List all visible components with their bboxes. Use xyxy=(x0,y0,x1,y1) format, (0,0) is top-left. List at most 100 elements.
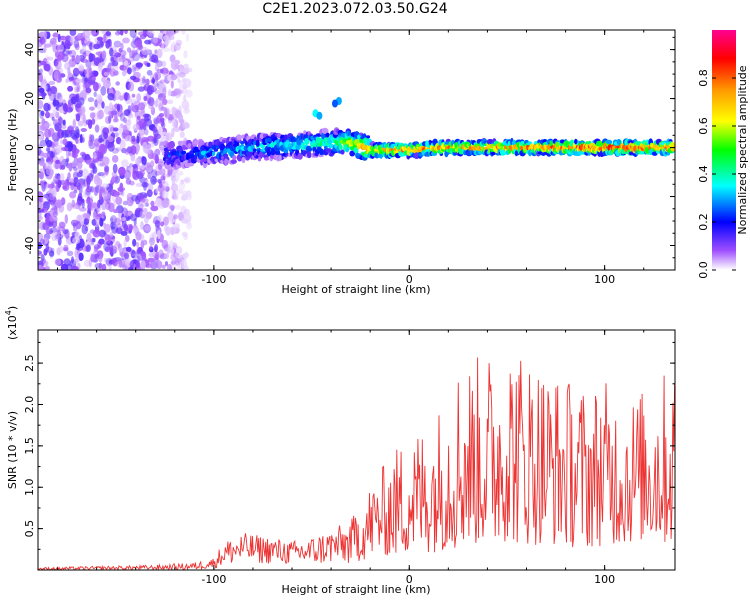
heatmap-cell xyxy=(49,210,56,216)
heatmap-cell xyxy=(638,150,646,155)
heatmap-cell xyxy=(149,245,153,251)
heatmap-cell xyxy=(116,103,121,112)
heatmap-cell xyxy=(175,261,181,266)
heatmap-cell xyxy=(153,129,159,138)
heatmap-cell xyxy=(38,131,43,142)
heatmap-cell xyxy=(143,193,148,199)
heatmap-cell xyxy=(81,198,85,209)
heatmap-cell xyxy=(85,244,91,252)
heatmap-cell xyxy=(167,99,174,105)
heatmap-cell xyxy=(91,218,97,226)
heatmap-cell xyxy=(87,97,95,103)
heatmap-cell xyxy=(126,47,132,53)
heatmap-cell xyxy=(133,165,139,175)
heatmap-cell xyxy=(101,203,107,211)
heatmap-cell xyxy=(69,178,75,183)
heatmap-cell xyxy=(72,258,79,264)
heatmap-cell xyxy=(137,86,145,92)
heatmap-cell xyxy=(67,102,72,112)
heatmap-cell xyxy=(143,95,148,102)
heatmap-cell xyxy=(51,143,56,149)
heatmap-cell xyxy=(174,257,181,262)
heatmap-cell xyxy=(135,242,140,247)
heatmap-cell xyxy=(57,44,65,52)
heatmap-cell xyxy=(57,72,62,80)
heatmap-cell xyxy=(82,113,86,124)
heatmap-cell xyxy=(125,211,129,217)
heatmap-cell xyxy=(141,46,149,56)
heatmap-cell xyxy=(59,35,67,41)
heatmap-cell xyxy=(123,109,131,116)
heatmap-cell xyxy=(168,240,175,250)
heatmap-cell xyxy=(182,146,189,150)
bottom-y-ticks: 0.5 1.0 1.5 2.0 2.5 xyxy=(23,341,675,550)
heatmap-cell xyxy=(150,205,159,212)
heatmap-cell xyxy=(81,45,87,52)
heatmap-cell xyxy=(161,95,166,103)
heatmap-cell xyxy=(47,183,56,189)
heatmap-cell xyxy=(169,204,176,210)
heatmap-cell xyxy=(155,73,159,83)
top-x-axis-label: Height of straight line (km) xyxy=(281,283,430,296)
heatmap-cell xyxy=(178,87,182,97)
heatmap-cell xyxy=(159,79,166,84)
heatmap-cell xyxy=(123,117,127,124)
heatmap-cell xyxy=(76,128,80,136)
heatmap-cell xyxy=(135,62,143,68)
heatmap-cell xyxy=(77,157,84,163)
heatmap-cell xyxy=(61,123,67,130)
heatmap-cell xyxy=(147,172,152,180)
heatmap-cell xyxy=(292,138,297,143)
heatmap-cell xyxy=(175,204,181,210)
heatmap-cell xyxy=(670,147,675,152)
heatmap-cell xyxy=(87,66,92,73)
heatmap-cell xyxy=(63,244,69,251)
heatmap-cell xyxy=(62,138,68,146)
heatmap-cell xyxy=(43,31,48,40)
heatmap-cell xyxy=(338,144,343,150)
heatmap-cell xyxy=(138,196,142,201)
heatmap-cell xyxy=(348,137,352,141)
heatmap-cell xyxy=(174,63,180,70)
heatmap-cell xyxy=(112,163,118,174)
heatmap-cell xyxy=(104,105,112,115)
heatmap-cell xyxy=(96,36,104,41)
top-x-ticks: -100 0 100 xyxy=(57,30,645,286)
heatmap-cell xyxy=(168,140,175,149)
x-tick-label: 100 xyxy=(594,573,615,586)
heatmap-cell xyxy=(316,111,323,120)
heatmap-cell xyxy=(162,87,167,97)
heatmap-cell xyxy=(107,135,114,143)
heatmap-cell xyxy=(62,229,69,235)
heatmap-cell xyxy=(91,118,96,125)
heatmap-cell xyxy=(143,223,151,234)
heatmap-cell xyxy=(135,157,140,165)
x-tick-label: 0 xyxy=(406,273,413,286)
heatmap-cell xyxy=(101,183,110,188)
heatmap-cell xyxy=(146,30,153,36)
heatmap-cell xyxy=(173,223,181,229)
heatmap-cell xyxy=(183,177,190,183)
heatmap-cell xyxy=(181,30,186,35)
heatmap-cell xyxy=(142,198,149,204)
heatmap-cell xyxy=(183,78,192,88)
heatmap-cell xyxy=(123,223,129,232)
y-tick-label: 40 xyxy=(23,43,36,57)
heatmap-cell xyxy=(130,102,134,112)
heatmap-cell xyxy=(124,210,129,217)
heatmap-cell xyxy=(81,39,85,45)
heatmap-cell xyxy=(325,148,333,153)
heatmap-cell xyxy=(89,42,93,50)
heatmap-cell xyxy=(131,194,139,202)
heatmap-cell xyxy=(42,184,48,192)
heatmap-cell xyxy=(129,224,133,232)
heatmap-cell xyxy=(93,70,99,77)
heatmap-cell xyxy=(157,164,163,171)
heatmap-cell xyxy=(75,54,81,64)
heatmap-cell xyxy=(157,214,163,221)
heatmap-cell xyxy=(71,55,76,62)
heatmap-cell xyxy=(98,229,106,238)
heatmap-cell xyxy=(107,38,112,48)
heatmap-cell xyxy=(366,135,371,139)
heatmap-cell xyxy=(49,227,58,233)
